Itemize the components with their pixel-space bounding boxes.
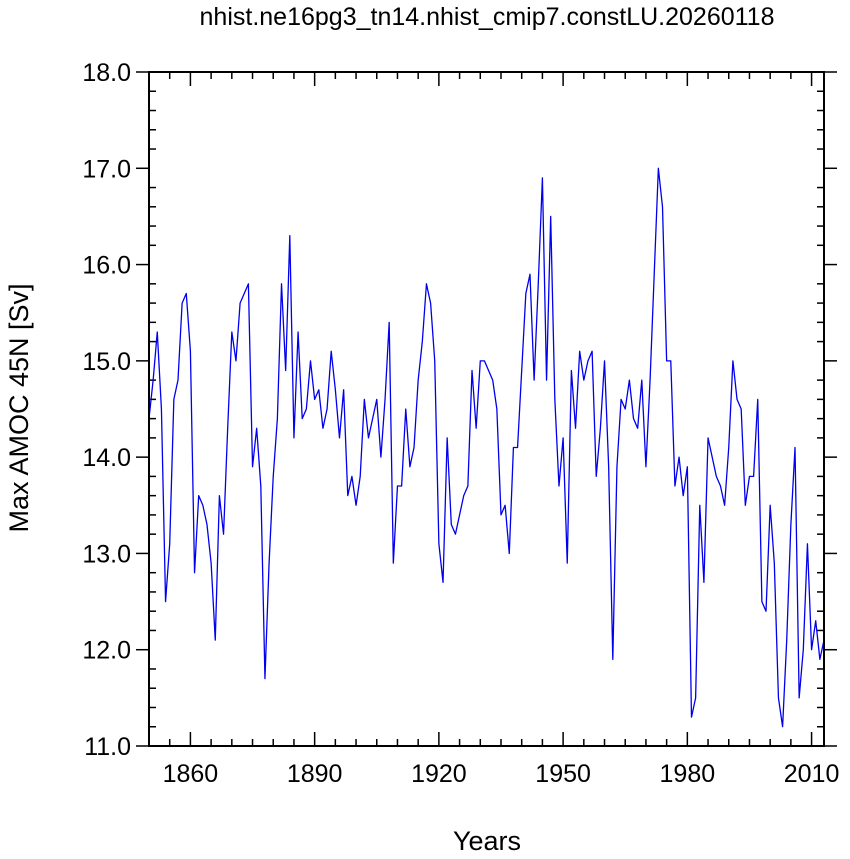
y-tick-label: 15.0	[82, 348, 131, 376]
y-tick-label: 12.0	[82, 637, 131, 665]
y-axis-label-group: Max AMOC 45N [Sv]	[4, 283, 34, 532]
x-tick-label: 1860	[163, 760, 219, 788]
axis-ticks	[136, 71, 837, 747]
x-tick-label: 2010	[784, 760, 840, 788]
x-tick-label: 1950	[535, 760, 591, 788]
x-tick-label: 1890	[287, 760, 343, 788]
y-tick-label: 17.0	[82, 155, 131, 183]
y-tick-label: 18.0	[82, 59, 131, 87]
y-tick-label: 13.0	[82, 540, 131, 568]
x-tick-label: 1980	[660, 760, 716, 788]
chart-title: nhist.ne16pg3_tn14.nhist_cmip7.constLU.2…	[200, 3, 775, 31]
y-tick-label: 11.0	[84, 733, 131, 761]
y-tick-label: 14.0	[82, 444, 131, 472]
axis-tick-labels: 1860 1890 1920 1950 1980 2010 11.0 12.0 13.0 14.0…	[82, 59, 839, 788]
x-axis-label: Years	[453, 826, 521, 856]
series-line	[148, 167, 825, 728]
y-axis-label: Max AMOC 45N [Sv]	[4, 283, 34, 532]
x-tick-label: 1920	[411, 760, 467, 788]
plot-frame	[148, 71, 825, 747]
y-tick-label: 16.0	[82, 252, 131, 280]
